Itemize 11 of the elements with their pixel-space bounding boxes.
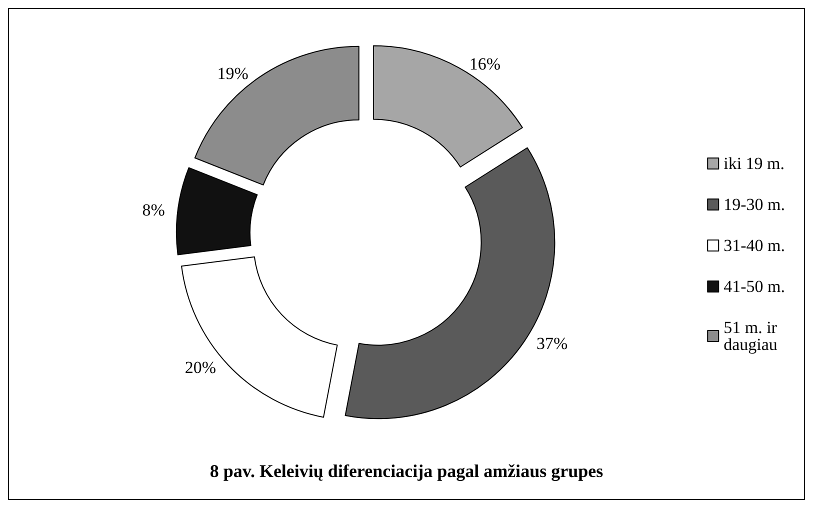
legend-label: 31-40 m. <box>724 236 786 255</box>
legend-label: 19-30 m. <box>724 195 786 214</box>
data-label: 8% <box>142 200 165 220</box>
data-label: 20% <box>184 358 216 377</box>
data-label: 19% <box>217 64 248 84</box>
legend-label: 41-50 m. <box>724 277 786 296</box>
data-label: 16% <box>469 54 501 74</box>
data-label: 37% <box>536 334 568 354</box>
legend-label: iki 19 m. <box>724 154 785 173</box>
legend-label: 51 m. ir daugiau <box>724 318 782 354</box>
text: 8 pav. Keleivių diferenciacija pagal amžiaus grupes <box>210 461 604 481</box>
